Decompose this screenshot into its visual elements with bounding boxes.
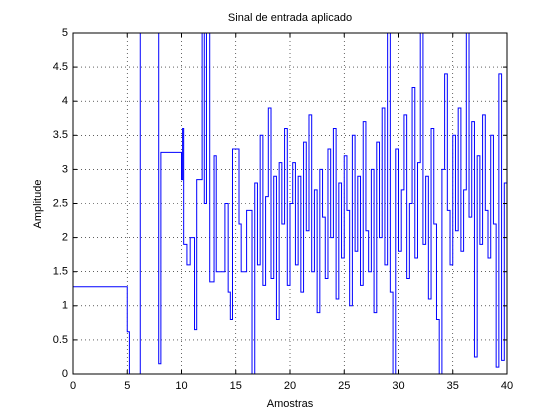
y-tick-label: 4 xyxy=(62,95,68,107)
x-tick-label: 35 xyxy=(447,380,459,392)
y-tick-label: 2.5 xyxy=(53,197,68,209)
x-tick-label: 30 xyxy=(392,380,404,392)
y-tick-label: 0 xyxy=(62,368,68,380)
y-tick-label: 3.5 xyxy=(53,129,68,141)
x-tick-label: 15 xyxy=(230,380,242,392)
chart-title: Sinal de entrada aplicado xyxy=(228,12,352,24)
x-tick-label: 20 xyxy=(284,380,296,392)
x-tick-label: 10 xyxy=(175,380,187,392)
x-tick-label: 0 xyxy=(70,380,76,392)
signal-line xyxy=(73,33,507,374)
plot xyxy=(73,33,507,374)
y-tick-label: 2 xyxy=(62,232,68,244)
x-tick-label: 25 xyxy=(338,380,350,392)
y-tick-label: 1 xyxy=(62,300,68,312)
x-tick-label: 40 xyxy=(501,380,513,392)
y-tick-label: 3 xyxy=(62,163,68,175)
y-tick-label: 5 xyxy=(62,27,68,39)
y-tick-label: 0.5 xyxy=(53,334,68,346)
y-tick-label: 4.5 xyxy=(53,61,68,73)
x-axis-label: Amostras xyxy=(267,398,314,410)
y-axis-label: Amplitude xyxy=(32,180,44,229)
y-tick-label: 1.5 xyxy=(53,266,68,278)
x-tick-label: 5 xyxy=(124,380,130,392)
